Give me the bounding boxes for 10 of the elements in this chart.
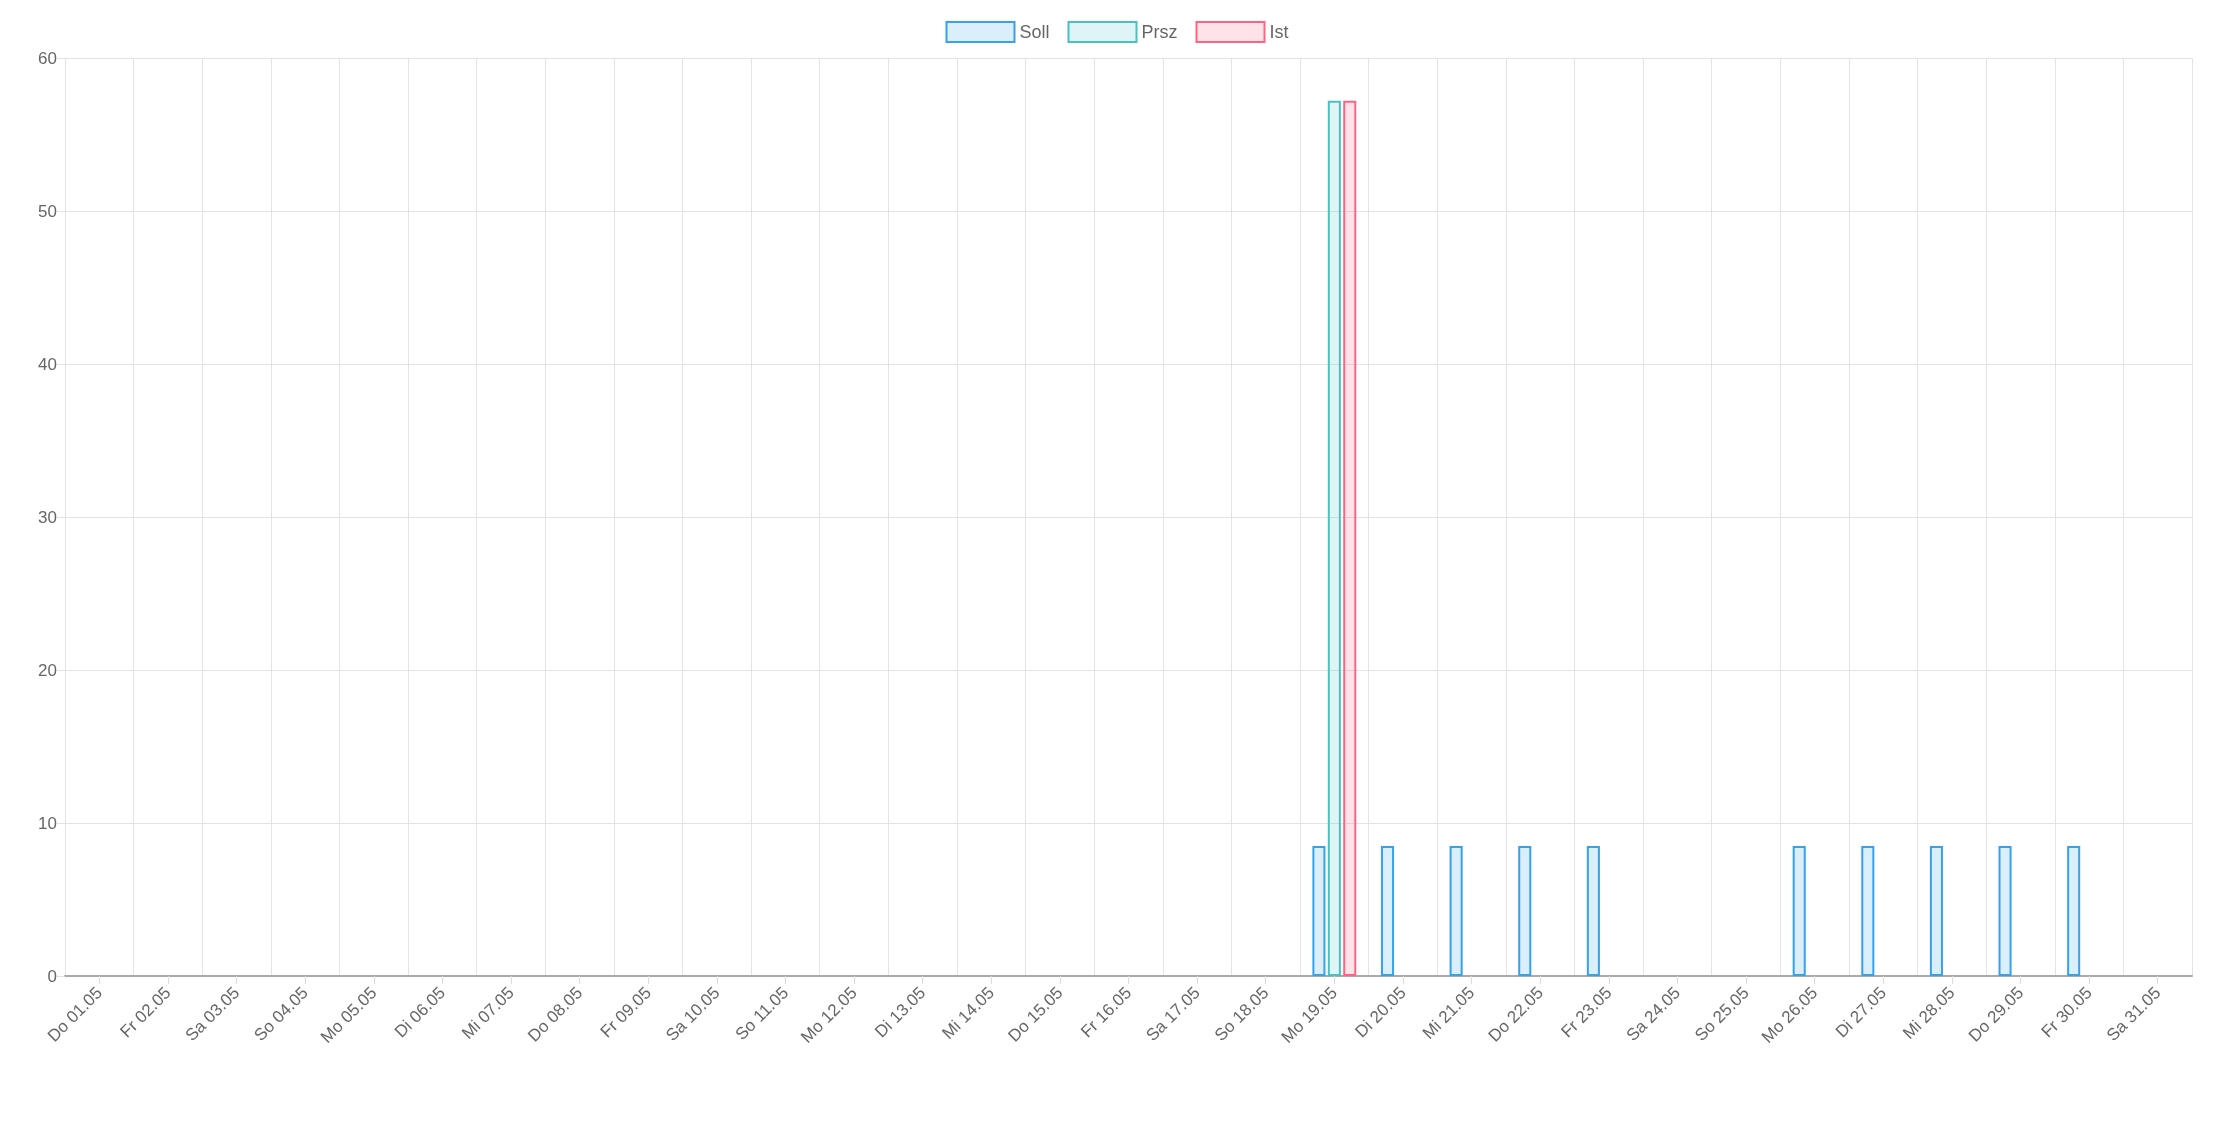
y-tick-label: 40 — [38, 354, 57, 374]
y-tick-label: 60 — [38, 48, 57, 68]
legend-label: Soll — [1019, 22, 1050, 42]
y-tick-label: 20 — [38, 660, 57, 680]
y-tick-label: 10 — [38, 813, 57, 833]
legend-label: Ist — [1269, 22, 1289, 42]
y-tick-label: 30 — [38, 507, 57, 527]
y-tick-label: 50 — [38, 201, 57, 221]
legend-label: Prsz — [1141, 22, 1178, 42]
y-tick-label: 0 — [47, 966, 57, 986]
